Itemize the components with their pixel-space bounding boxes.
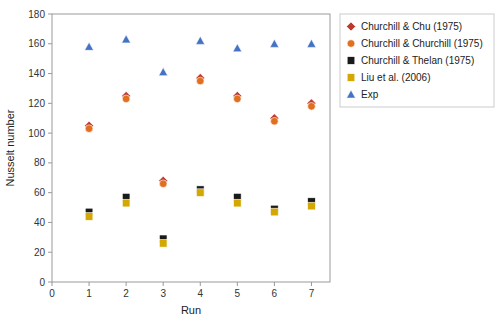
- y-tick-label: 40: [34, 217, 46, 228]
- point: [196, 36, 205, 44]
- y-tick: [48, 73, 52, 74]
- point: [122, 199, 130, 207]
- legend-label: Exp: [361, 89, 379, 100]
- y-tick: [48, 192, 52, 193]
- point: [308, 102, 316, 110]
- legend-marker: [347, 74, 355, 82]
- legend-label: Churchill & Churchill (1975): [361, 38, 483, 49]
- x-axis-label: Run: [181, 304, 201, 316]
- legend-marker: [347, 57, 355, 65]
- point: [122, 95, 130, 103]
- y-tick-label: 100: [28, 128, 45, 139]
- point: [122, 35, 131, 43]
- points: [85, 35, 316, 247]
- y-tick-label: 120: [28, 98, 45, 109]
- x-tick: [237, 282, 238, 286]
- legend: Churchill & Chu (1975) Churchill & Church…: [340, 14, 494, 107]
- legend-label: Churchill & Chu (1975): [361, 21, 462, 32]
- y-axis-label: Nusselt number: [4, 109, 16, 186]
- point: [196, 77, 204, 85]
- x-tick: [126, 282, 127, 286]
- x-tick: [311, 282, 312, 286]
- x-tick: [200, 282, 201, 286]
- y-tick: [48, 282, 52, 283]
- series: [85, 189, 315, 247]
- y-tick-label: 0: [39, 277, 45, 288]
- y-tick-label: 160: [28, 38, 45, 49]
- legend-marker: [347, 22, 356, 31]
- chart: 0 1 2 3 4 5 6 7 0 20 40 60 80 100 120 140 160 180 Run Nusse…: [0, 0, 500, 327]
- plot-frame: [52, 14, 330, 282]
- point: [234, 199, 242, 207]
- legend-label: Churchill & Thelan (1975): [361, 55, 474, 66]
- point: [85, 213, 93, 221]
- point: [85, 42, 94, 50]
- point: [307, 39, 316, 47]
- y-tick: [48, 162, 52, 163]
- x-tick: [89, 282, 90, 286]
- y-tick-label: 60: [34, 187, 46, 198]
- point: [159, 239, 167, 247]
- y-tick: [48, 133, 52, 134]
- y-tick-label: 180: [28, 9, 45, 20]
- x-tick: [52, 282, 53, 286]
- legend-frame: [340, 14, 494, 107]
- x-tick-label: 2: [123, 288, 129, 299]
- y-tick-label: 80: [34, 157, 46, 168]
- series: [85, 186, 315, 243]
- y-tick: [48, 103, 52, 104]
- y-tick: [48, 43, 52, 44]
- legend-marker: [347, 40, 355, 48]
- y-tick: [48, 252, 52, 253]
- y-tick-label: 20: [34, 247, 46, 258]
- series: [85, 74, 316, 186]
- y-tick: [48, 14, 52, 15]
- point: [85, 125, 93, 133]
- legend-label: Liu et al. (2006): [361, 72, 431, 83]
- x-tick-label: 1: [86, 288, 92, 299]
- series: [85, 77, 315, 187]
- x-tick-label: 3: [160, 288, 166, 299]
- point: [271, 208, 279, 216]
- x-tick-label: 6: [272, 288, 278, 299]
- point: [233, 44, 242, 52]
- x-tick-label: 7: [309, 288, 315, 299]
- y-tick-label: 140: [28, 68, 45, 79]
- point: [308, 202, 316, 210]
- point: [159, 180, 167, 188]
- x-tick-label: 4: [197, 288, 203, 299]
- x-tick: [163, 282, 164, 286]
- legend-marker: [347, 90, 356, 98]
- point: [271, 117, 279, 125]
- x-tick: [274, 282, 275, 286]
- x-tick-label: 0: [49, 288, 55, 299]
- point: [196, 189, 204, 197]
- x-tick-label: 5: [235, 288, 241, 299]
- point: [270, 39, 279, 47]
- point: [234, 95, 242, 103]
- series: [85, 35, 316, 76]
- point: [159, 68, 168, 76]
- y-tick: [48, 222, 52, 223]
